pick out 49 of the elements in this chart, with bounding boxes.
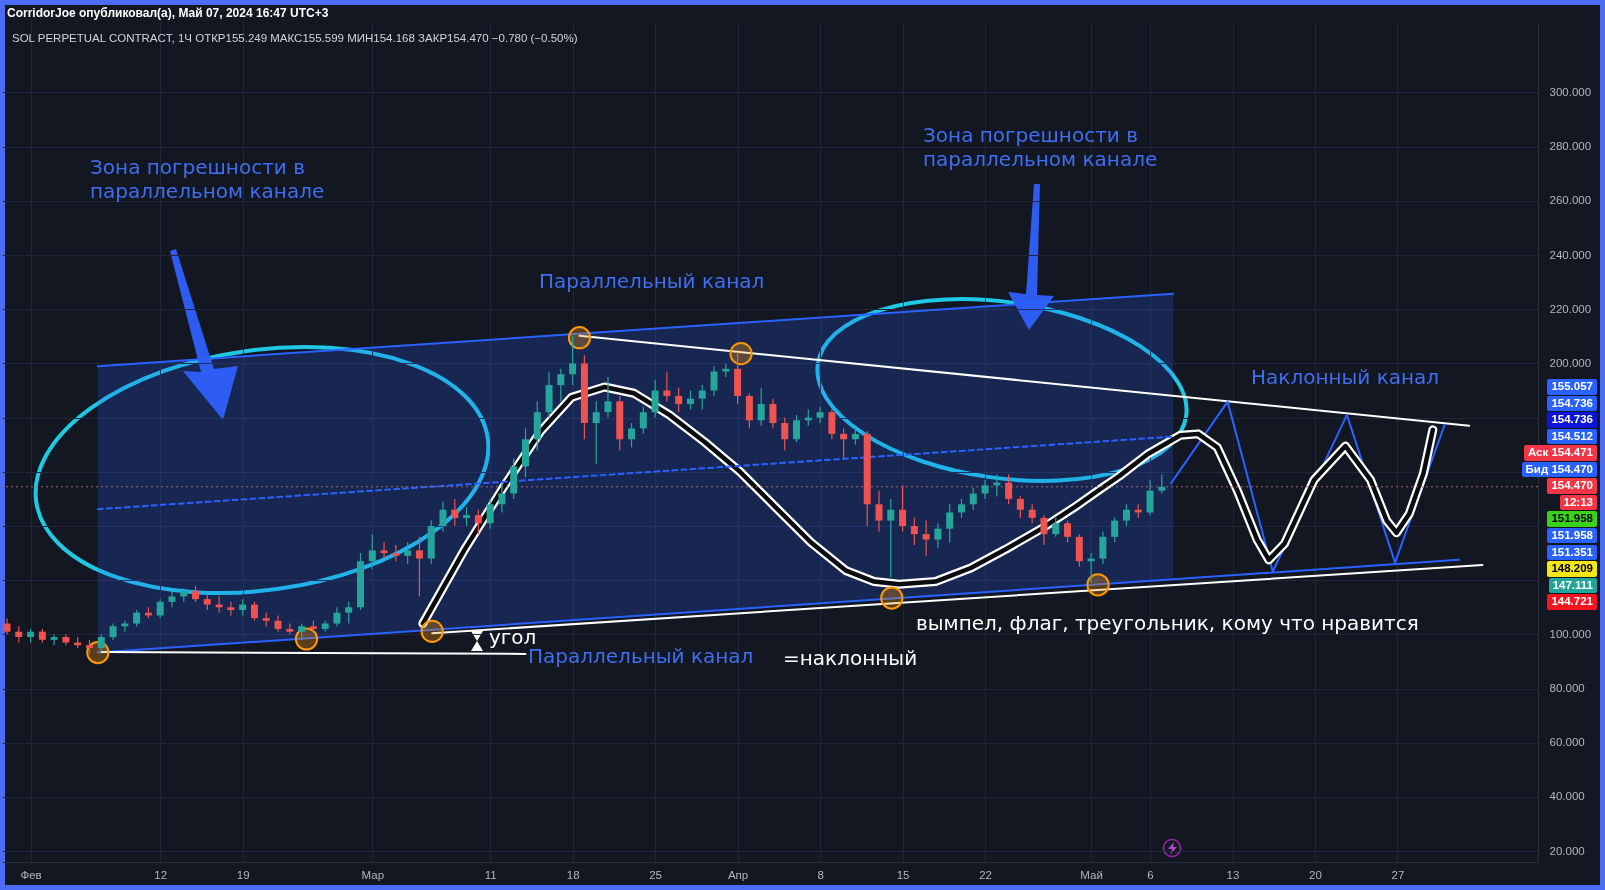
text: 151.958: [1547, 527, 1597, 544]
x-tick-label: 8: [817, 868, 824, 881]
x-tick-label: 12: [154, 868, 168, 881]
y-tick-label: 80.000: [1549, 682, 1585, 695]
x-tick-label: 15: [896, 868, 910, 881]
y-tick-label: 200.000: [1549, 356, 1592, 369]
annotation: Зона погрешности в параллельном канале: [923, 123, 1158, 171]
text: 147.111: [1548, 577, 1597, 594]
annotation: вымпел, флаг, треугольник, кому что нравится: [916, 611, 1419, 635]
text: 148.209: [1547, 561, 1597, 577]
x-tick-label: Апр: [727, 868, 749, 881]
x-tick-label: 19: [236, 868, 250, 881]
y-tick-label: 220.000: [1549, 302, 1592, 315]
y-tick-label: 100.000: [1549, 627, 1592, 640]
annotation: Бид 154.470: [1521, 461, 1597, 478]
x-tick-label: 13: [1226, 868, 1240, 881]
y-tick-label: 280.000: [1549, 140, 1592, 153]
x-tick-label: 25: [649, 868, 663, 881]
annotation: =наклонный: [783, 646, 918, 670]
annotation: Зона погрешности в параллельном канале: [90, 155, 325, 203]
x-tick-label: Май: [1080, 868, 1103, 881]
annotation: Параллельный канал: [539, 269, 765, 293]
annotation: Аск 154.471: [1523, 445, 1597, 461]
y-tick-label: 240.000: [1549, 248, 1592, 261]
text: SOL PERPETUAL CONTRACT, 1Ч ОТКР155.249 МАКС155.599 МИН154.168 ЗАКР154.470 −0.780 (−0.50%): [12, 31, 578, 45]
x-tick-label: 20: [1309, 868, 1322, 881]
text: 151.958: [1547, 511, 1597, 527]
text: 151.351: [1547, 544, 1597, 560]
x-tick-label: 18: [566, 868, 580, 881]
y-tick-label: 60.000: [1549, 736, 1585, 749]
text: 154.470: [1547, 478, 1597, 494]
y-tick-label: 40.000: [1549, 790, 1585, 803]
y-tick-label: 300.000: [1549, 85, 1592, 98]
text: 155.057: [1547, 379, 1597, 395]
text: 154.512: [1547, 428, 1597, 445]
x-tick-label: 27: [1391, 868, 1405, 881]
y-tick-label: 20.000: [1549, 844, 1585, 857]
text: 144.721: [1547, 594, 1597, 610]
text: 154.736: [1547, 412, 1597, 428]
x-tick-label: 11: [484, 868, 497, 881]
annotation: Наклонный канал: [1251, 365, 1440, 389]
x-tick-label: 6: [1147, 868, 1154, 881]
chart-subtitle: CorridorJoe опубликовал(а), Май 07, 2024 16:47 UTC+3: [7, 6, 329, 20]
y-tick-label: 260.000: [1549, 194, 1592, 207]
x-tick-label: 22: [979, 868, 992, 881]
x-tick-label: Мар: [361, 868, 385, 881]
x-tick-label: Фев: [20, 868, 42, 881]
text: 154.736: [1547, 395, 1597, 412]
text: 12:13: [1559, 494, 1597, 511]
